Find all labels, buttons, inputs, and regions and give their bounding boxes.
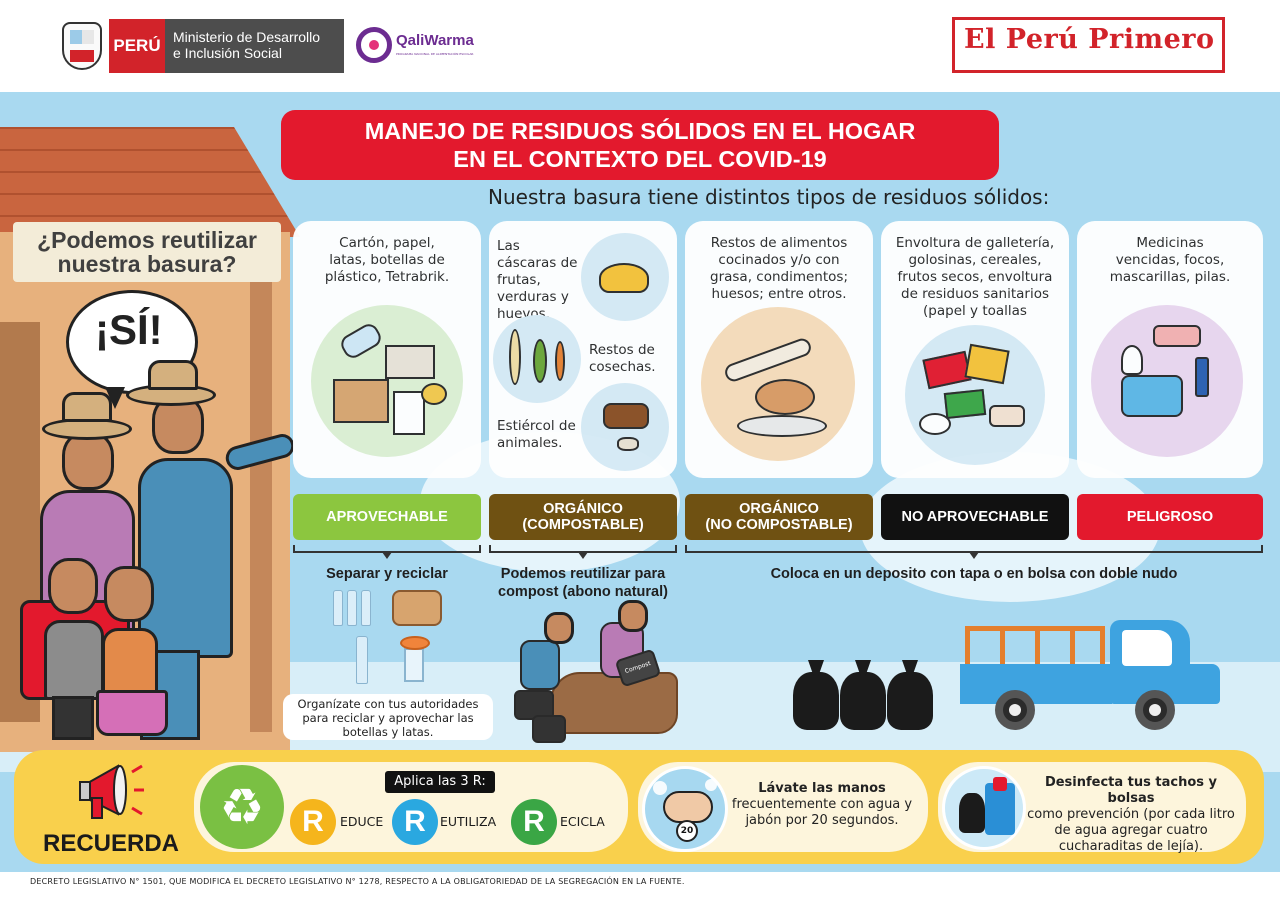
hand-wash-rest: frecuentemente con agua y jabón por 20 s…: [731, 797, 913, 828]
card-text: mascarillas, pilas.: [1109, 269, 1231, 285]
instruction-line: Podemos reutilizar para: [500, 566, 666, 582]
slogan-frame: [952, 17, 1225, 73]
reutiliza-label: EUTILIZA: [440, 814, 497, 829]
instruction-separar: Separar y reciclar: [326, 566, 448, 582]
bracket: [293, 545, 481, 559]
category-organico-compostable: ORGÁNICO (COMPOSTABLE): [489, 494, 677, 540]
recyclables-image: [311, 305, 463, 457]
category-peligroso: PELIGROSO: [1077, 494, 1263, 540]
hand-wash-bold: Lávate las manos: [758, 781, 886, 796]
qaliwarma-name: QaliWarma: [396, 32, 474, 49]
ministry-name: Ministerio de Desarrollo e Inclusión Soc…: [165, 19, 344, 73]
card-text: cocinados y/o con: [718, 252, 840, 268]
category-aprovechable: APROVECHABLE: [293, 494, 481, 540]
card-text: de residuos sanitarios: [901, 286, 1049, 302]
ministry-line2: e Inclusión Social: [173, 45, 282, 61]
qaliwarma-logo-icon: [356, 27, 392, 63]
card-peligroso: Medicinas vencidas, focos, mascarillas, …: [1077, 221, 1263, 478]
instruction-coloca: Coloca en un deposito con tapa o en bols…: [770, 566, 1178, 582]
ministry-line1: Ministerio de Desarrollo: [173, 29, 321, 45]
timer-icon: 20: [676, 820, 698, 842]
card-text: Restos de cosechas.: [589, 342, 656, 375]
trash-bag-icon: [840, 672, 886, 730]
card-text: Restos de alimentos: [710, 235, 848, 251]
card-text: vencidas, focos,: [1115, 252, 1225, 268]
bin-icon: [942, 766, 1026, 850]
category-line: ORGÁNICO: [739, 501, 819, 517]
header: PERÚ Ministerio de Desarrollo e Inclusió…: [0, 0, 1280, 92]
card-text: Medicinas: [1136, 235, 1204, 251]
three-r-label: Aplica las 3 R:: [385, 771, 495, 793]
slogan: El Perú Primero: [960, 24, 1219, 55]
answer-text: ¡SÍ!: [95, 306, 163, 353]
food-scraps-image: [701, 307, 855, 461]
peru-label: PERÚ: [109, 19, 165, 73]
peru-shield-icon: [62, 22, 102, 70]
card-text: (papel y toallas: [923, 303, 1027, 319]
recycle-icon: ♻: [200, 765, 284, 849]
recicla-label: ECICLA: [560, 814, 605, 829]
category-line: (COMPOSTABLE): [522, 517, 644, 533]
wrappers-image: [905, 325, 1045, 465]
card-text: Envoltura de galletería,: [895, 235, 1055, 251]
card-text: golosinas, cereales,: [908, 252, 1042, 268]
disinfect-rest: como prevención (por cada litro de agua …: [1027, 807, 1235, 854]
category-line: ORGÁNICO: [543, 501, 623, 517]
organize-line: botellas y latas.: [342, 725, 434, 739]
bracket: [489, 545, 677, 559]
card-organico-compostable: Las cáscaras de frutas, verduras y huevo…: [489, 221, 677, 478]
qaliwarma-sub: PROGRAMA NACIONAL DE ALIMENTACIÓN ESCOLA…: [396, 52, 474, 56]
reduce-label: EDUCE: [340, 814, 384, 829]
title-line1: MANEJO DE RESIDUOS SÓLIDOS EN EL HOGAR: [364, 118, 916, 144]
remember-title: RECUERDA: [43, 830, 180, 857]
card-aprovechable: Cartón, papel, latas, botellas de plásti…: [293, 221, 481, 478]
card-text: latas, botellas de: [329, 252, 445, 268]
instruction-line: compost (abono natural): [498, 584, 668, 600]
subtitle: Nuestra basura tiene distintos tipos de …: [488, 185, 1050, 209]
card-text: Cartón, papel,: [339, 235, 435, 251]
hazardous-image: [1091, 305, 1243, 457]
card-text: grasa, condimentos;: [710, 269, 848, 285]
question-box: ¿Podemos reutilizar nuestra basura?: [13, 222, 281, 282]
card-text: plástico, Tetrabrik.: [324, 269, 450, 285]
crop-remains-image: [493, 315, 581, 403]
disinfect-text: Desinfecta tus tachos y bolsas como prev…: [1020, 775, 1242, 855]
question-line1: ¿Podemos reutilizar: [37, 227, 257, 253]
question-line2: nuestra basura?: [57, 251, 237, 277]
card-text: huesos; entre otros.: [711, 286, 847, 302]
organize-note: Organízate con tus autoridades para reci…: [283, 694, 493, 740]
category-organico-no-compostable: ORGÁNICO (NO COMPOSTABLE): [685, 494, 873, 540]
organize-line: Organízate con tus autoridades: [297, 697, 479, 711]
trash-bag-icon: [887, 672, 933, 730]
main-title: MANEJO DE RESIDUOS SÓLIDOS EN EL HOGAR E…: [281, 110, 999, 180]
card-no-aprovechable: Envoltura de galletería, golosinas, cere…: [881, 221, 1069, 478]
footer-legal-note: DECRETO LEGISLATIVO N° 1501, QUE MODIFIC…: [30, 877, 685, 886]
bracket: [685, 545, 1263, 559]
title-line2: EN EL CONTEXTO DEL COVID-19: [453, 146, 827, 172]
r-reutiliza-icon: R: [392, 799, 438, 845]
megaphone-icon: [79, 764, 144, 819]
disinfect-bold: Desinfecta tus tachos y bolsas: [1044, 775, 1218, 806]
card-text: frutos secos, envoltura: [897, 269, 1053, 285]
animals-image: [581, 383, 669, 471]
card-organico-no-compostable: Restos de alimentos cocinados y/o con gr…: [685, 221, 873, 478]
r-reduce-icon: R: [290, 799, 336, 845]
instruction-compost: Podemos reutilizar para compost (abono n…: [480, 565, 686, 601]
organize-line: para reciclar y aprovechar las: [302, 711, 474, 725]
hand-wash-text: Lávate las manos frecuentemente con agua…: [728, 781, 916, 829]
r-recicla-icon: R: [511, 799, 557, 845]
category-no-aprovechable: NO APROVECHABLE: [881, 494, 1069, 540]
trash-bag-icon: [793, 672, 839, 730]
card-text: Las cáscaras de frutas, verduras y huevo…: [497, 238, 578, 322]
card-text: Estiércol de animales.: [497, 418, 576, 451]
fruit-peels-image: [581, 233, 669, 321]
category-line: (NO COMPOSTABLE): [705, 517, 853, 533]
